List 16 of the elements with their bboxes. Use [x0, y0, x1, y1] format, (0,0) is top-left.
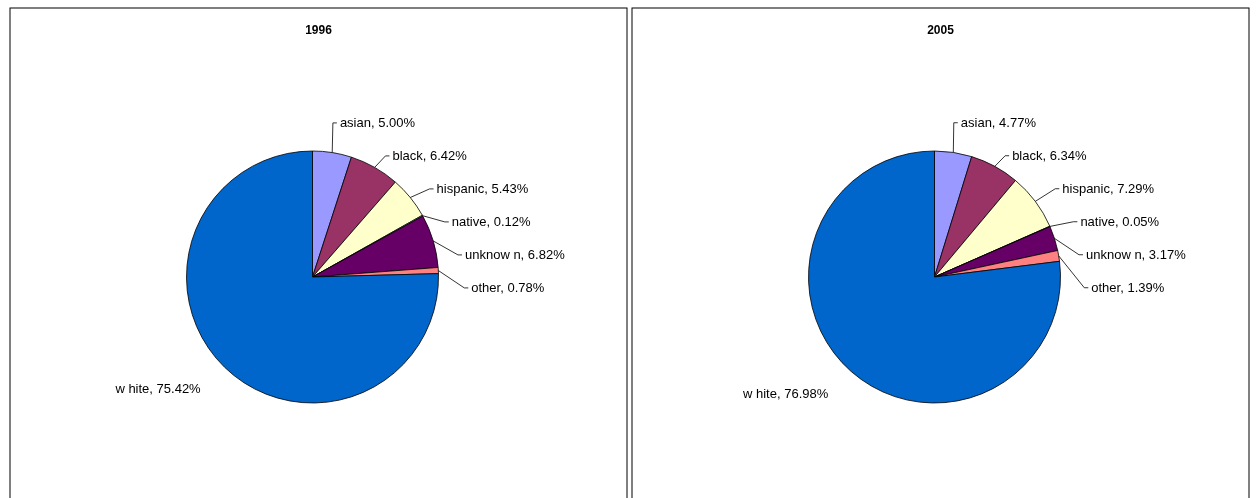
- slice-label: other, 0.78%: [471, 279, 545, 295]
- slice-label: asian, 5.00%: [339, 114, 416, 130]
- slice-label: hispanic, 7.29%: [1062, 180, 1155, 196]
- slice-label: native, 0.12%: [451, 213, 531, 229]
- slice-label: asian, 4.77%: [960, 114, 1037, 130]
- slice-label: native, 0.05%: [1080, 213, 1160, 229]
- chart-title: 1996: [305, 23, 333, 37]
- slice-label: black, 6.42%: [392, 147, 468, 163]
- slice-label: w hite, 76.98%: [742, 385, 829, 401]
- slice-label: other, 1.39%: [1091, 279, 1165, 295]
- slice-label: hispanic, 5.43%: [436, 180, 529, 196]
- slice-label: unknow n, 6.82%: [464, 246, 566, 262]
- slice-label: unknow n, 3.17%: [1085, 246, 1187, 262]
- slice-label: black, 6.34%: [1012, 147, 1088, 163]
- chart-title: 2005: [927, 23, 955, 37]
- slice-label: w hite, 75.42%: [114, 380, 202, 396]
